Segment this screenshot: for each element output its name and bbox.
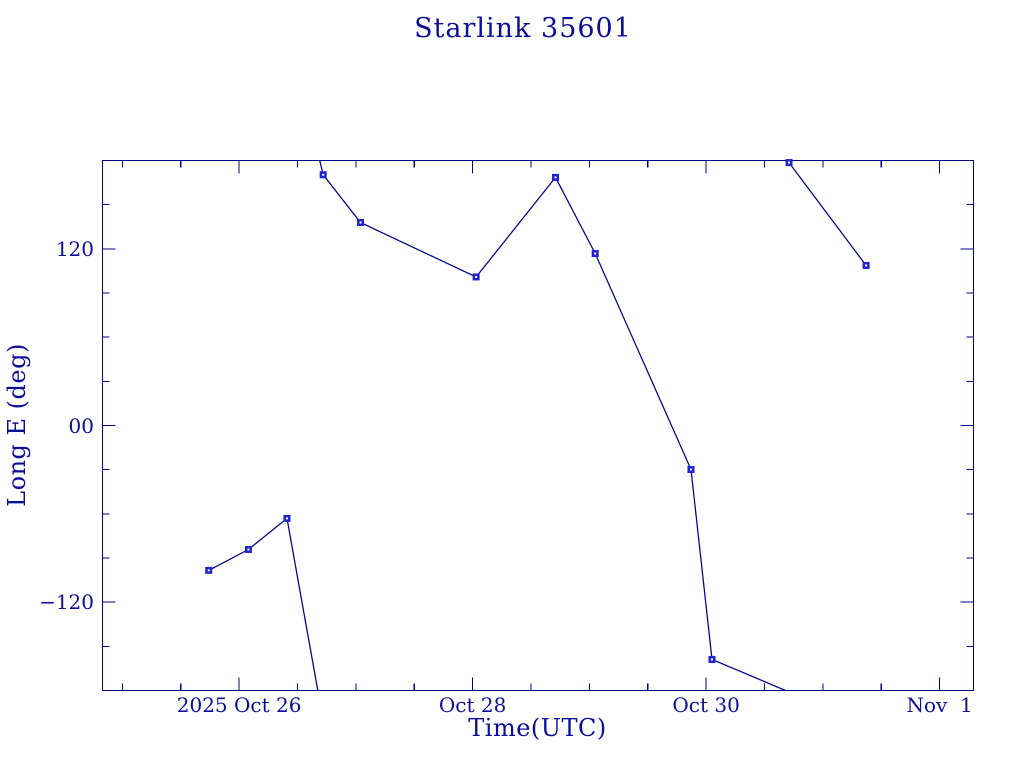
y-tick-label: −120 <box>39 590 94 615</box>
series-line <box>208 517 319 691</box>
x-axis-title: Time(UTC) <box>468 714 607 742</box>
data-point-marker-center <box>865 264 868 267</box>
data-point-marker-center <box>285 517 288 520</box>
series-line <box>788 162 867 266</box>
data-point-marker-center <box>594 252 597 255</box>
chart-title: Starlink 35601 <box>414 13 632 44</box>
y-tick-label: 00 <box>68 413 94 438</box>
data-point-marker-center <box>554 176 557 179</box>
x-tick-label: 2025 Oct 26 <box>176 693 302 717</box>
series-line <box>319 160 786 692</box>
plot-frame <box>101 159 975 692</box>
x-tick-label: Oct 30 <box>672 693 740 717</box>
data-point-marker-center <box>788 161 791 164</box>
data-point-marker-center <box>359 221 362 224</box>
y-tick-label: 120 <box>55 236 94 261</box>
data-point-marker-center <box>322 173 325 176</box>
x-tick-label: Oct 28 <box>438 693 507 717</box>
x-tick-label: Nov 1 <box>906 693 973 717</box>
data-point-marker-center <box>689 468 692 471</box>
data-point-marker-center <box>710 658 713 661</box>
data-point-marker-center <box>207 569 210 572</box>
y-axis-title: Long E (deg) <box>3 343 31 507</box>
data-point-marker-center <box>247 548 250 551</box>
data-point-marker-center <box>475 275 478 278</box>
